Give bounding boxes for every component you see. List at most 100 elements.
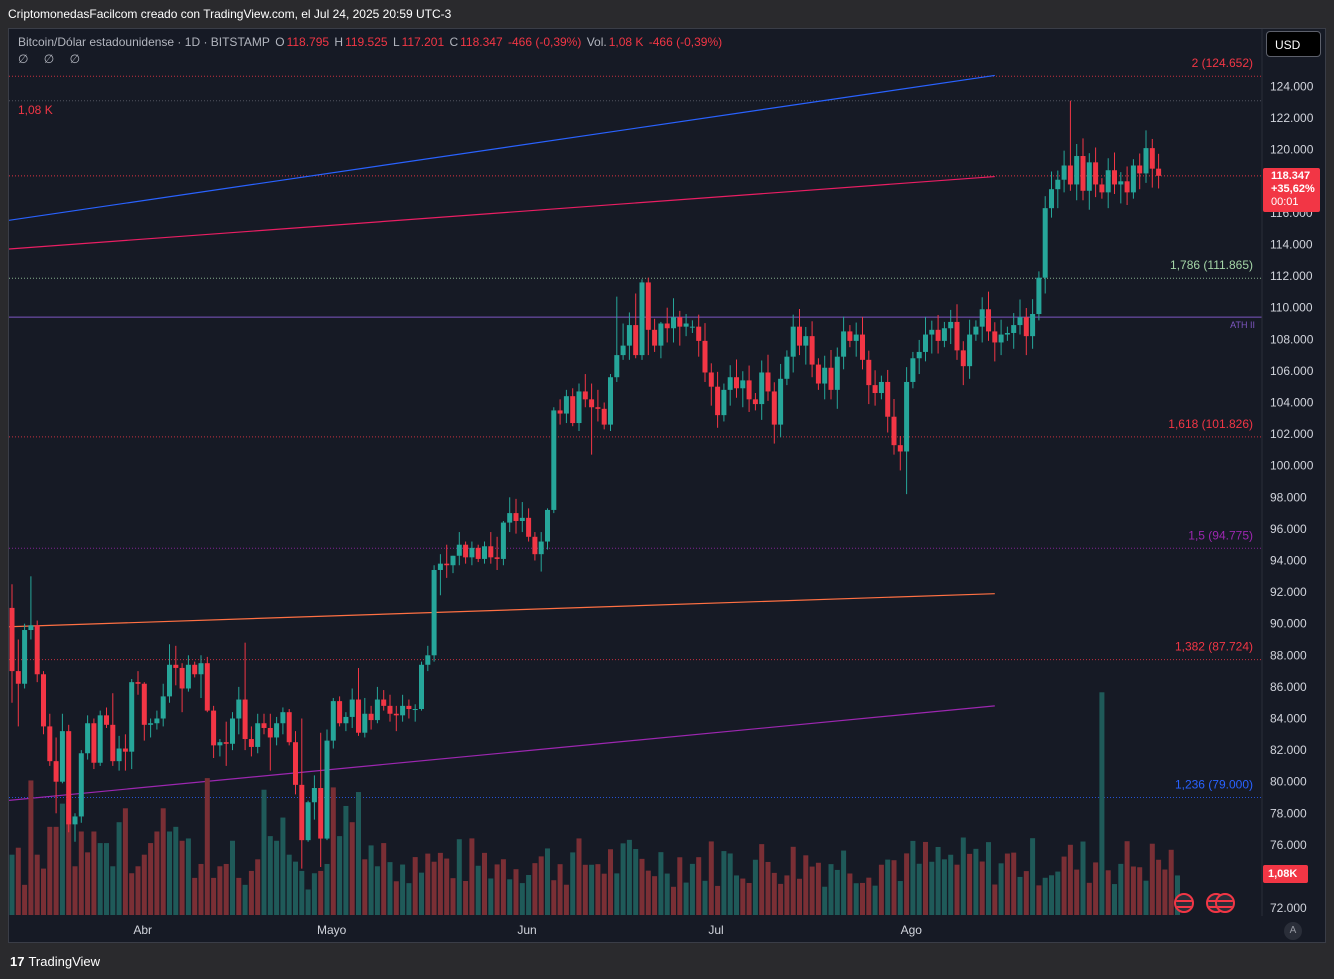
volume-bar [211,877,217,915]
volume-bar [374,866,380,915]
volume-bar [78,831,84,915]
candle-body [293,742,298,785]
volume-bar [576,838,582,915]
symbol-label[interactable]: Bitcoin/Dólar estadounidense · 1D · BITS… [18,35,270,49]
volume-bar [803,855,809,915]
volume-bar [721,851,727,915]
volume-bar [53,826,59,915]
volume-bar [1067,844,1073,915]
volume-bar [255,859,261,915]
us-flag-event-icon[interactable] [1174,893,1194,913]
candle-body [475,547,481,559]
volume-bar [1156,859,1162,915]
candle-body [299,784,305,841]
candle-body [652,329,658,346]
candle-body [255,723,261,747]
candle-body [488,546,494,558]
volume-bar [589,864,595,915]
candle-body [563,396,569,414]
candle-body [179,667,185,689]
candle-body [582,391,588,400]
volume-bar [1023,871,1029,915]
volume-bar [387,862,393,915]
trendline[interactable] [6,705,995,801]
volume-bar [759,844,765,915]
time-axis-tick: Ago [901,923,923,937]
low-label: L [392,35,400,49]
candle-body [1030,314,1036,337]
candle-body [122,748,128,752]
candle-body [97,715,103,763]
volume-bar [456,839,462,915]
candle-body [274,723,280,738]
volume-bar [1105,870,1111,915]
volume-bar [242,884,248,915]
volume-bar [148,843,154,915]
volume-bar [192,877,198,915]
candle-body [59,731,65,782]
candle-body [734,377,739,389]
volume-bar [204,778,210,915]
price-axis-tick: 110.000 [1270,301,1313,315]
candle-body [589,399,595,408]
candle-body [148,723,154,725]
candle-body [771,391,777,425]
volume-bar [198,863,204,915]
candle-body [230,718,235,744]
volume-bar [450,878,456,915]
auto-scale-button[interactable]: A [1284,922,1302,940]
indicator-placeholders[interactable]: ∅ ∅ ∅ [18,52,87,66]
volume-bar [1143,880,1149,915]
candle-body [847,331,853,341]
trendline[interactable] [6,593,995,628]
candle-body [381,699,387,706]
volume-bar [904,853,910,915]
candle-body [9,607,15,672]
volume-bar [135,866,141,915]
volume-bar [1004,853,1010,915]
candle-body [620,345,626,356]
candle-body [929,329,935,335]
volume-bar [22,884,28,915]
volume-bar [356,792,361,915]
volume-bar [860,882,865,915]
volume-bar [923,841,928,915]
volume-bar [866,877,872,915]
volume-bar [815,862,821,915]
bar-countdown: 00:01 [1271,196,1299,208]
volume-bar [620,843,626,915]
candle-body [431,569,437,656]
price-axis-tick: 88.000 [1270,648,1307,662]
last-price-tag: 118.347 +35,62% 00:01 [1263,168,1320,212]
tradingview-logo[interactable]: 17 TradingView [10,954,100,969]
volume-bar [494,864,500,915]
candle-body [601,408,607,425]
volume-bar [715,885,721,915]
us-flag-event-icon[interactable] [1215,893,1235,913]
trendline[interactable] [6,74,995,221]
candle-body [671,317,676,329]
volume-bar [671,886,676,915]
candle-body [904,381,910,452]
time-axis-tick: Jun [517,923,536,937]
volume-bar [885,859,891,915]
candle-body [696,326,702,341]
volume-bar [154,831,160,915]
trendline[interactable] [6,175,995,250]
candle-body [891,416,897,446]
volume-bar [500,859,506,915]
candle-body [885,381,891,417]
candle-body [689,326,695,328]
volume-bar [551,880,557,915]
time-axis-tick: Jul [708,923,723,937]
volume-bar [469,838,475,915]
volume-bar [141,854,147,915]
price-change-percent: +35,62% [1271,183,1315,195]
volume-bar [274,840,280,915]
candle-body [469,547,475,558]
price-axis-tick: 86.000 [1270,680,1307,694]
candle-body [356,699,361,733]
volume-bar [425,853,431,915]
currency-button[interactable]: USD [1266,31,1321,57]
